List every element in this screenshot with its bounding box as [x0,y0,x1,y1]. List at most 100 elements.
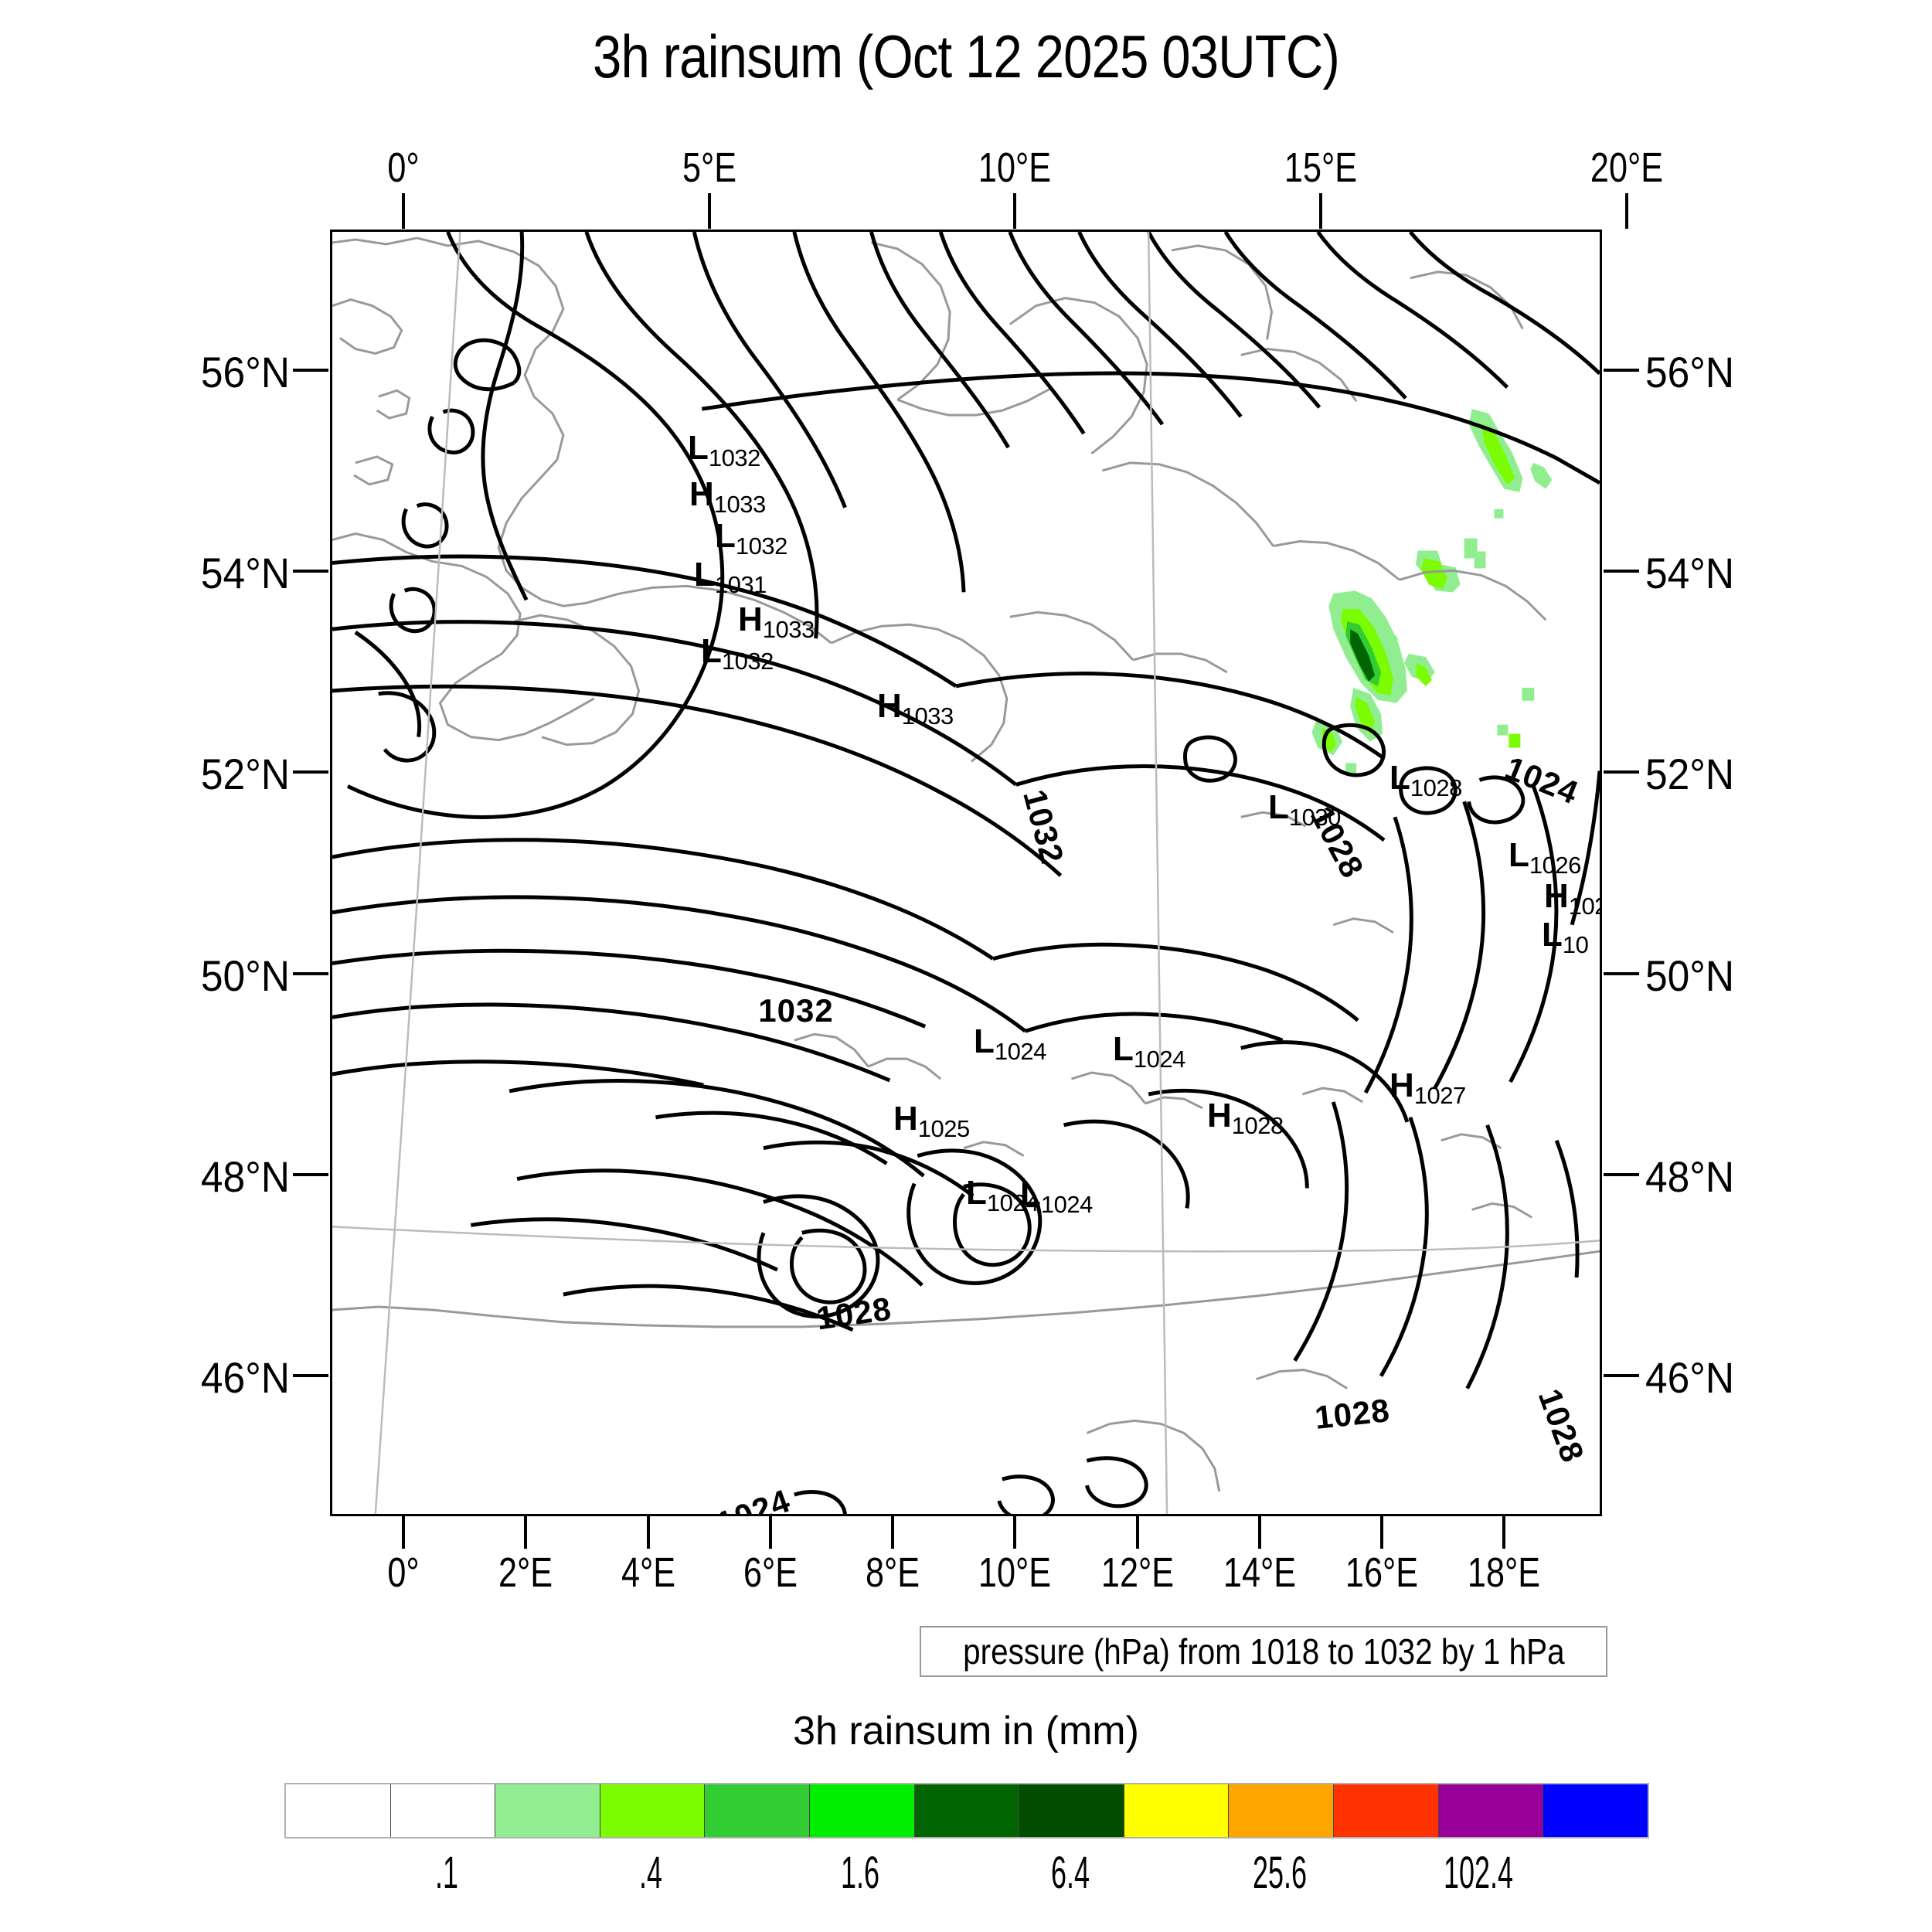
left-axis-label-1: 54°N [200,549,290,598]
high-pressure-marker-24: H1025 [893,1100,970,1141]
colorbar-title: 3h rainsum in (mm) [793,1709,1139,1753]
low-pressure-marker-0: L1032 [688,431,760,471]
isobar-contours [332,232,1600,1514]
colorbar-segment-12[interactable] [1543,1784,1648,1837]
colorbar-tick-label-1: .4 [639,1848,663,1898]
colorbar-tick-label-2: 1.6 [841,1848,880,1898]
bottom-axis-label-9: 18°E [1468,1549,1541,1596]
isobar-label-3: 1032 [758,992,834,1029]
top-axis-tick-3 [1318,193,1322,229]
low-pressure-marker-5: L1032 [701,632,774,674]
colorbar-segment-5[interactable] [809,1784,914,1837]
extrema-kind: L [1389,759,1410,797]
colorbar-segment-0[interactable] [286,1784,390,1837]
low-pressure-marker-3: L1031 [694,556,767,597]
left-axis-tick-0 [293,369,328,372]
colorbar-segment-2[interactable] [495,1784,600,1837]
extrema-value: 1026 [1529,852,1581,879]
colorbar-tick-label-0: .1 [435,1848,459,1898]
extrema-kind: L [1113,1030,1134,1068]
left-axis-tick-2 [293,770,328,774]
bottom-axis-label-2: 4°E [621,1549,675,1596]
extrema-kind: H [893,1100,918,1138]
extrema-value: 1031 [714,571,767,598]
extrema-value: 1024 [986,1189,1039,1216]
page-title: 3h rainsum (Oct 12 2025 03UTC) [593,22,1340,90]
extrema-value: 1024 [994,1038,1046,1065]
colorbar-segment-11[interactable] [1437,1784,1543,1837]
colorbar-segment-7[interactable] [1019,1784,1124,1837]
low-pressure-marker-20: L1024 [974,1025,1046,1064]
extrema-kind: L [1542,916,1563,954]
extrema-kind: H [1389,1066,1414,1104]
bottom-axis-label-6: 12°E [1100,1549,1174,1596]
top-axis-label-2: 10°E [978,145,1052,191]
precipitation-shading [1311,409,1553,774]
high-pressure-marker-1: H1033 [689,475,766,517]
top-axis-tick-4 [1624,193,1628,229]
colorbar-segment-4[interactable] [704,1784,810,1837]
extrema-kind: L [694,556,715,594]
colorbar-segment-9[interactable] [1228,1784,1334,1837]
top-axis-label-0: 0° [387,145,420,191]
pressure-legend-text: pressure (hPa) from 1018 to 1032 by 1 hP… [962,1631,1565,1672]
colorbar-segment-6[interactable] [913,1784,1019,1837]
bottom-axis-label-4: 8°E [865,1549,920,1596]
colorbar-tick-label-5: 102.4 [1444,1848,1514,1898]
bottom-axis-tick-9 [1502,1516,1506,1549]
colorbar-tick-label-4: 25.6 [1252,1848,1307,1898]
right-axis-tick-4 [1604,1172,1639,1176]
bottom-axis-label-5: 10°E [978,1549,1052,1596]
top-axis-tick-2 [1013,193,1017,229]
extrema-value: 1025 [917,1115,970,1142]
extrema-kind: L [715,517,736,555]
top-axis-label-4: 20°E [1590,145,1663,191]
low-pressure-marker-29: L1024 [1020,1175,1093,1217]
bottom-axis-tick-3 [768,1516,772,1549]
top-axis-label-3: 15°E [1284,145,1358,191]
extrema-kind: H [1207,1097,1232,1134]
right-axis-label-1: 54°N [1645,549,1735,598]
colorbar-segment-1[interactable] [389,1784,495,1837]
right-axis-tick-5 [1604,1373,1639,1377]
right-axis-tick-0 [1604,369,1639,372]
right-axis-tick-3 [1604,971,1639,975]
colorbar-segment-10[interactable] [1333,1784,1438,1837]
map-plot-area[interactable]: L1032 H1033 L1032 L1031 H1033 L1032 H1033 L1028… [330,230,1602,1516]
bottom-axis-label-8: 16°E [1345,1549,1419,1596]
right-axis-label-4: 48°N [1645,1151,1735,1201]
pressure-legend-box: pressure (hPa) from 1018 to 1032 by 1 hP… [920,1626,1607,1677]
bottom-axis-tick-6 [1135,1516,1139,1549]
bottom-axis-tick-1 [524,1516,528,1549]
left-axis-tick-1 [293,570,328,573]
left-axis-label-3: 50°N [200,951,290,1000]
high-pressure-marker-22: H1027 [1389,1066,1466,1108]
bottom-axis-label-7: 14°E [1223,1549,1296,1596]
extrema-value: 1027 [1413,1082,1466,1109]
left-axis-label-2: 52°N [200,750,290,799]
colorbar-segment-8[interactable] [1123,1784,1229,1837]
extrema-value: 1032 [708,444,760,471]
right-axis-label-3: 50°N [1645,951,1735,1000]
right-axis-label-0: 56°N [1645,348,1735,397]
bottom-axis-tick-7 [1257,1516,1261,1549]
bottom-axis-label-1: 2°E [498,1549,553,1596]
extrema-value: 1028 [1410,774,1462,801]
extrema-kind: L [701,632,722,670]
extrema-value: 1032 [735,532,787,560]
extrema-kind: L [1020,1175,1041,1213]
extrema-value: 1033 [713,491,766,518]
low-pressure-marker-14: L10 [1542,916,1589,957]
bottom-axis-tick-4 [891,1516,895,1549]
high-pressure-marker-25: H1028 [1207,1097,1284,1138]
extrema-value: 1032 [721,648,774,675]
colorbar-segment-3[interactable] [599,1784,705,1837]
extrema-value: 1028 [1231,1112,1284,1139]
bottom-axis-tick-8 [1380,1516,1384,1549]
right-axis-tick-1 [1604,570,1639,573]
extrema-value: 1024 [1133,1046,1185,1073]
extrema-kind: H [689,475,714,513]
high-pressure-marker-6: H1033 [877,689,954,729]
colorbar[interactable] [284,1783,1649,1838]
extrema-value: 1030 [1288,804,1341,831]
